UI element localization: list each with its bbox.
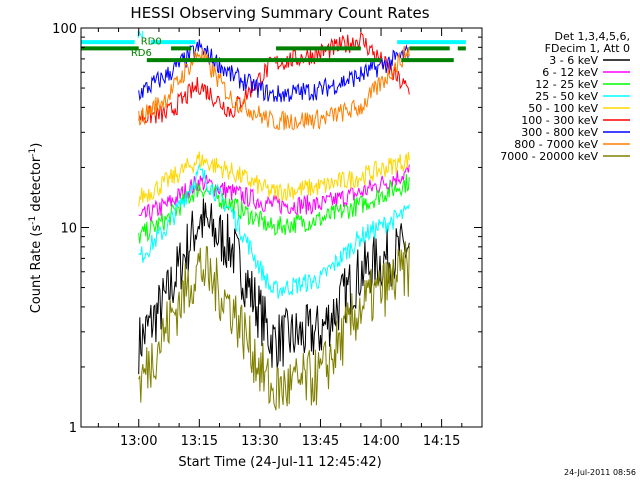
legend-label: 25 - 50 keV [535,90,598,103]
flag-n-label: N [137,30,144,41]
y-tick-label: 100 [52,22,77,37]
x-tick-label: 14:15 [423,434,460,449]
legend: Det 1,3,4,5,6, FDecim 1, Att 0 3 - 6 keV… [500,30,630,163]
y-axis-label: Count Rate (s-1 detector-1) [28,143,44,314]
chart-title: HESSI Observing Summary Count Rates [130,4,429,22]
x-axis-label: Start Time (24-Jul-11 12:45:42) [178,455,381,470]
x-tick-label: 14:00 [362,434,399,449]
series-3-6-keV-line [138,198,410,375]
legend-label: 50 - 100 keV [528,102,598,115]
y-label-part-c: detector [29,156,44,216]
timestamp: 24-Jul-2011 08:56 [564,468,636,477]
legend-header-1: Det 1,3,4,5,6, [554,30,630,43]
series-300-800-keV-line [138,39,410,103]
y-tick-label: 10 [60,222,77,237]
y-label-part-b: -1 [28,216,38,225]
legend-label: 300 - 800 keV [521,126,598,139]
x-tick-label: 13:30 [241,434,278,449]
legend-label: 800 - 7000 keV [514,138,598,151]
legend-label: 7000 - 20000 keV [500,150,598,163]
legend-label: 6 - 12 keV [542,66,598,79]
flag-rd6-label: RD6 [131,48,152,59]
x-axis-ticks: 13:00 13:15 13:30 13:45 14:00 14:15 [97,28,483,449]
y-axis-ticks: 1 10 100 [52,22,482,436]
series-800-7000-keV-line [138,45,410,131]
y-label-part-e: ) [29,143,44,148]
legend-label: 12 - 25 keV [535,78,598,91]
series-50-100-keV-line [138,151,410,207]
x-tick-label: 13:45 [302,434,339,449]
flag-rd0-label: RD0 [141,36,162,47]
legend-label: 100 - 300 keV [521,114,598,127]
y-label-part-a: Count Rate (s [29,225,44,314]
series-25-50-keV-line [138,162,410,299]
y-tick-label: 1 [69,421,77,436]
x-tick-label: 13:15 [181,434,218,449]
series-7000-20000-keV-line [138,241,410,411]
y-label-part-d: -1 [28,148,38,157]
legend-header-2: FDecim 1, Att 0 [545,42,630,55]
x-tick-label: 13:00 [120,434,157,449]
legend-label: 3 - 6 keV [549,54,598,67]
